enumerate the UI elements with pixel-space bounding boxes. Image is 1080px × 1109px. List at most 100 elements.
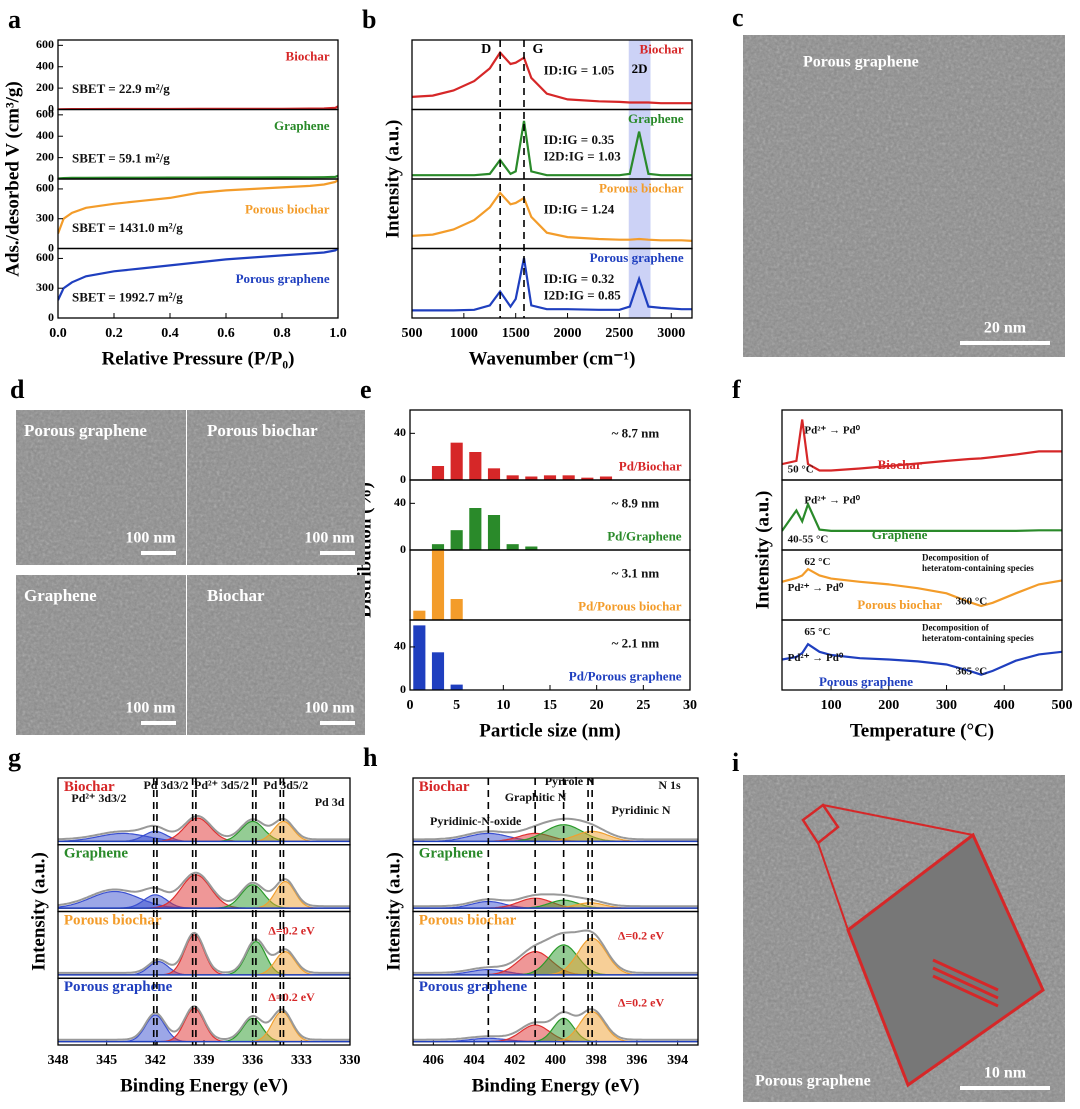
- band-label: 2D: [632, 61, 648, 76]
- micrograph-label: Porous graphene: [755, 1073, 871, 1090]
- subplot: [58, 1005, 350, 1043]
- annotation: Pd²⁺ → Pd⁰: [788, 582, 844, 594]
- series-name: Biochar: [64, 779, 115, 795]
- envelope: [413, 929, 698, 974]
- y-axis-label: Ads./desorbed V (cm³/g): [2, 81, 23, 277]
- subplot: [412, 257, 692, 312]
- series-name: Porous graphene: [590, 250, 684, 265]
- x-tick-label: 330: [340, 1053, 361, 1068]
- x-tick-label: 400: [545, 1053, 566, 1068]
- line: [782, 419, 1062, 472]
- annotation: Decomposition of: [922, 622, 990, 632]
- line: [412, 191, 692, 242]
- envelope: [413, 893, 698, 908]
- series-name: Biochar: [640, 41, 684, 56]
- annotation: SBET = 1431.0 m²/g: [72, 220, 183, 235]
- bar: [469, 508, 482, 550]
- series-name: Pd/Biochar: [619, 458, 682, 473]
- line: [782, 567, 1062, 608]
- subplot: [413, 1008, 698, 1043]
- vline-label: G: [533, 42, 544, 57]
- series-name: Pd/Graphene: [607, 528, 682, 543]
- x-tick-label: 1.0: [329, 326, 347, 341]
- subplot: [413, 893, 698, 909]
- x-tick-label: 0: [407, 698, 414, 713]
- x-tick-label: 345: [96, 1053, 117, 1068]
- annotation: SBET = 59.1 m²/g: [72, 151, 170, 166]
- panel-letter: f: [732, 375, 741, 404]
- zoom-frame: [801, 803, 840, 845]
- annotation: Pd²⁺ → Pd⁰: [804, 425, 860, 437]
- series-name: Pd/Porous graphene: [569, 668, 682, 683]
- y-tick-label: 0: [48, 101, 54, 115]
- bar: [487, 515, 501, 550]
- x-tick-label: 342: [145, 1053, 166, 1068]
- peak: [413, 944, 698, 976]
- micrograph-label: Porous graphene: [803, 54, 919, 71]
- line: [412, 257, 692, 312]
- annotation: Δ=0.2 eV: [268, 990, 315, 1004]
- lattice-line: [932, 974, 999, 1008]
- panel-letter: b: [362, 5, 376, 34]
- x-axis-label: Wavenumber (cm⁻¹): [469, 348, 636, 369]
- series-name: Graphene: [872, 527, 928, 542]
- subplot-frame: [781, 619, 1063, 691]
- x-tick-label: 404: [464, 1053, 485, 1068]
- panel-letter: h: [363, 743, 378, 772]
- bar: [450, 442, 463, 480]
- lattice-line: [932, 958, 999, 992]
- series-name: Porous graphene: [236, 271, 330, 286]
- subplot: [412, 120, 692, 177]
- bar: [506, 544, 519, 550]
- x-tick-label: 339: [194, 1053, 215, 1068]
- envelope: [58, 931, 350, 974]
- envelope: [413, 817, 698, 841]
- y-tick-label: 40: [394, 495, 406, 509]
- y-tick-label: 0: [48, 171, 54, 185]
- annotation: 40-55 °C: [788, 534, 829, 546]
- x-tick-label: 0.6: [217, 326, 235, 341]
- x-tick-label: 0.2: [105, 326, 123, 341]
- annotation: Pd 3d: [315, 795, 345, 809]
- annotation: Pd²⁺ 3d5/2: [194, 778, 249, 792]
- bar: [413, 610, 426, 620]
- subplot: [431, 508, 538, 550]
- scale-label: 100 nm: [125, 700, 176, 717]
- subplot: [58, 174, 338, 179]
- series-name: Porous biochar: [857, 597, 942, 612]
- x-axis-label: Binding Energy (eV): [472, 1075, 640, 1096]
- panel-letter: g: [8, 743, 21, 772]
- x-tick-label: 1000: [450, 326, 478, 341]
- panel-letter: c: [732, 3, 744, 32]
- annotation: ID:IG = 0.35: [544, 132, 615, 147]
- x-axis-label: Binding Energy (eV): [120, 1075, 288, 1096]
- bar: [562, 475, 575, 480]
- scale-label: 100 nm: [304, 700, 355, 717]
- x-tick-label: 3000: [657, 326, 685, 341]
- annotation: Decomposition of: [922, 552, 990, 562]
- annotation: 360 °C: [956, 595, 988, 607]
- micrograph-label: Porous graphene: [24, 421, 147, 440]
- y-axis-label: Intensity (a.u.): [28, 852, 49, 971]
- annotation: Δ=0.2 eV: [618, 929, 665, 943]
- annotation: 62 °C: [804, 556, 830, 568]
- y-tick-label: 0: [48, 240, 54, 254]
- x-tick-label: 398: [586, 1053, 607, 1068]
- x-tick-label: 0.4: [161, 326, 179, 341]
- y-tick-label: 400: [36, 58, 54, 72]
- subplot: [782, 642, 1062, 676]
- y-tick-label: 40: [394, 425, 406, 439]
- y-tick-label: 40: [394, 639, 406, 653]
- y-tick-label: 0: [400, 682, 406, 696]
- annotation: heteratom-containing species: [922, 633, 1034, 643]
- bar: [431, 466, 445, 480]
- x-tick-label: 2000: [554, 326, 582, 341]
- line: [412, 50, 692, 105]
- x-tick-label: 10: [496, 698, 510, 713]
- subplot: [413, 550, 463, 620]
- subplot-frame: [57, 247, 339, 319]
- subplot: [58, 815, 350, 843]
- annotation: ~ 3.1 nm: [612, 565, 660, 580]
- bar: [469, 452, 482, 480]
